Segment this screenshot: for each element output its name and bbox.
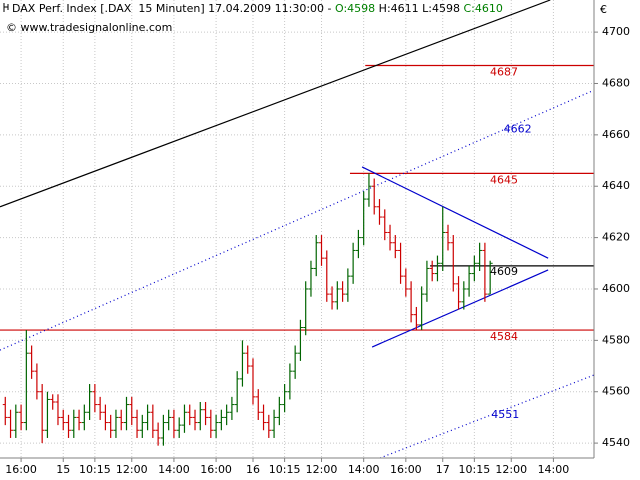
x-tick-label: 16 — [246, 463, 260, 476]
x-tick-label: 10:15 — [269, 463, 301, 476]
bars — [2, 173, 493, 446]
x-tick-label: 16:00 — [5, 463, 37, 476]
title-part: O:4598 — [335, 2, 375, 15]
x-tick-label: 12:00 — [306, 463, 338, 476]
y-tick-label: 4620 — [602, 231, 630, 244]
y-tick-label: 4600 — [602, 282, 630, 295]
x-tick-label: 14:00 — [348, 463, 380, 476]
overlays — [0, 0, 594, 458]
trendline — [0, 0, 551, 208]
x-tick-label: 12:00 — [495, 463, 527, 476]
y-tick-label: 4540 — [602, 436, 630, 449]
title-part: H:4611 L:4598 — [375, 2, 463, 15]
trendline-label: 4551 — [491, 408, 519, 421]
y-tick-label: 4700 — [602, 25, 630, 38]
y-tick-label: 4680 — [602, 76, 630, 89]
x-tick-label: 17 — [436, 463, 450, 476]
trendline — [0, 89, 594, 351]
level-label: 4645 — [490, 173, 518, 186]
chart-title: DAX Perf. Index [.DAX 15 Minuten] 17.04.… — [12, 2, 503, 15]
y-tick-label: 4560 — [602, 385, 630, 398]
trendline — [379, 374, 594, 458]
level-label: 4687 — [490, 66, 518, 79]
y-tick-label: 4580 — [602, 333, 630, 346]
level-label: 4609 — [490, 265, 518, 278]
level-label: 4584 — [490, 330, 518, 343]
y-tick-label: 4640 — [602, 179, 630, 192]
x-tick-label: 14:00 — [538, 463, 570, 476]
trendline — [371, 269, 549, 348]
icon — [3, 3, 9, 12]
x-tick-label: 10:15 — [459, 463, 491, 476]
x-tick-label: 10:15 — [79, 463, 111, 476]
x-tick-label: 15 — [56, 463, 70, 476]
trendline-label: 4662 — [504, 123, 532, 136]
y-tick-label: 4660 — [602, 128, 630, 141]
x-tick-label: 14:00 — [158, 463, 190, 476]
x-tick-label: 12:00 — [116, 463, 148, 476]
x-tick-label: 16:00 — [200, 463, 232, 476]
copyright: © www.tradesignalonline.com — [6, 21, 172, 34]
title-part: DAX Perf. Index [.DAX 15 Minuten] 17.04.… — [12, 2, 335, 15]
unit: € — [600, 3, 607, 16]
axis-labels: 4540 4560 4580 4600 4620 4640 4660 4680 4700 16:0… — [5, 25, 630, 476]
trendline — [361, 166, 549, 259]
x-tick-label: 16:00 — [390, 463, 422, 476]
title-part: C:4610 — [463, 2, 502, 15]
